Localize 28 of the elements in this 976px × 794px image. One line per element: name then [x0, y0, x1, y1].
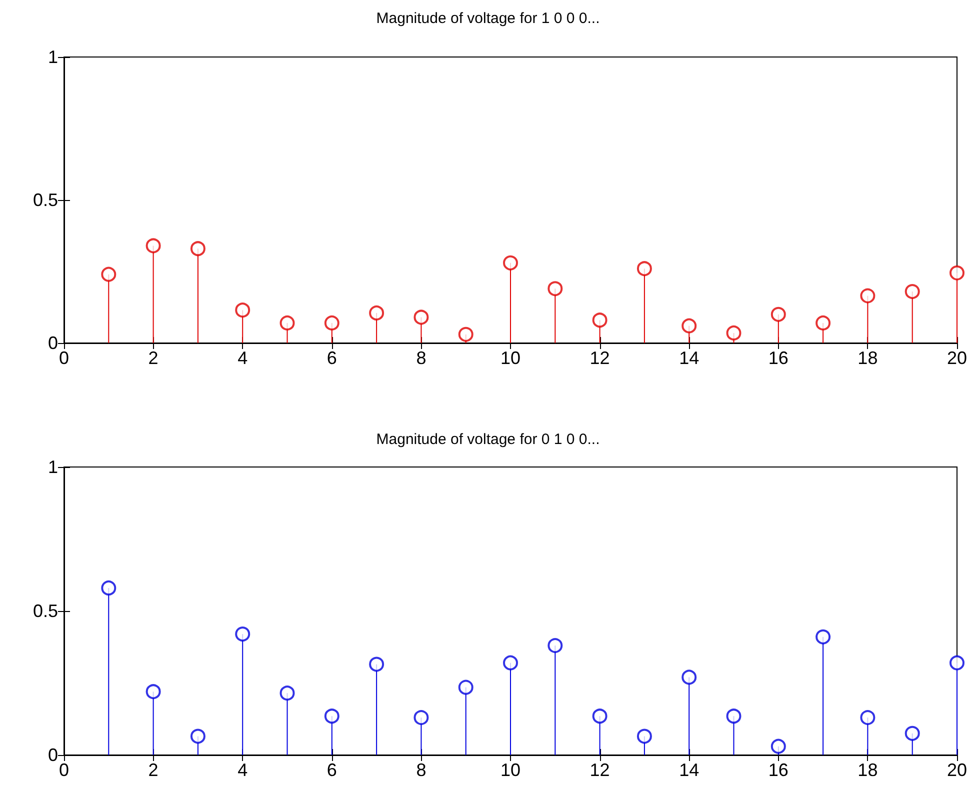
- x-tick-label: 16: [768, 760, 788, 780]
- x-tick-label: 10: [500, 348, 521, 368]
- x-tick-label: 12: [590, 348, 610, 368]
- x-tick-label: 8: [416, 760, 426, 780]
- x-tick-label: 18: [858, 760, 878, 780]
- y-tick-label: 1: [48, 47, 58, 67]
- x-tick-label: 2: [148, 348, 158, 368]
- x-tick-label: 18: [858, 348, 878, 368]
- x-tick-label: 20: [946, 348, 968, 368]
- y-tick-label: 1: [48, 457, 58, 477]
- x-tick-label: 4: [238, 348, 248, 368]
- x-tick-label: 12: [590, 760, 610, 780]
- y-tick-label: 0.5: [32, 601, 58, 621]
- chart-title: Magnitude of voltage for 1 0 0 0...: [376, 10, 600, 27]
- chart-title: Magnitude of voltage for 0 1 0 0...: [376, 431, 600, 448]
- x-tick-label: 8: [416, 348, 426, 368]
- x-tick-label: 6: [326, 348, 337, 368]
- x-tick-label: 10: [500, 760, 521, 780]
- y-tick-label: 0: [48, 745, 58, 765]
- x-tick-label: 14: [679, 760, 700, 780]
- x-tick-label: 4: [238, 760, 248, 780]
- x-tick-label: 16: [768, 348, 788, 368]
- x-tick-label: 20: [946, 760, 968, 780]
- x-tick-label: 6: [326, 760, 337, 780]
- y-tick-label: 0.5: [32, 190, 58, 210]
- x-tick-label: 14: [679, 348, 700, 368]
- x-tick-label: 2: [148, 760, 158, 780]
- y-tick-label: 0: [48, 333, 58, 353]
